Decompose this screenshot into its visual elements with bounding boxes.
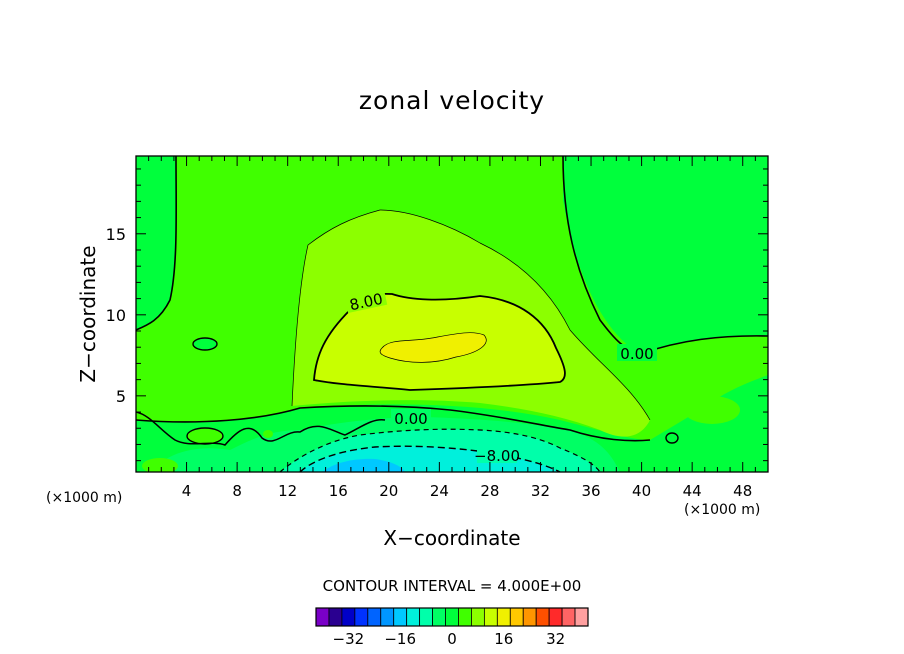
contour-label-bg <box>391 409 431 426</box>
colorbar-tick-label: 16 <box>494 630 513 648</box>
contour-patch-2 <box>252 379 264 387</box>
x-tick-label: 40 <box>632 482 651 500</box>
colorbar-tick-label: 0 <box>447 630 457 648</box>
contour-loop-3 <box>186 427 224 445</box>
colorbar-swatch <box>354 607 369 627</box>
contour-line-thin-inner <box>379 332 487 363</box>
y-tick-label: 15 <box>106 225 126 244</box>
colorbar-swatch <box>432 607 446 627</box>
colorbar-swatch <box>419 607 433 627</box>
contour-label-bg <box>344 288 388 313</box>
x-tick-label: 48 <box>733 482 752 500</box>
colorbar: −32 −16 0 16 32 <box>315 607 589 648</box>
colorbar-swatch <box>496 607 511 627</box>
contour-line-zero-left <box>136 156 178 331</box>
chart-title: zonal velocity <box>358 86 546 115</box>
contour-region-peak-positive <box>380 332 487 363</box>
colorbar-tick-label: 32 <box>546 630 565 648</box>
colorbar-swatch <box>367 607 382 627</box>
x-unit-label-right: (×1000 m) <box>684 502 761 518</box>
colorbar-swatch <box>471 607 485 627</box>
colorbar-swatch <box>509 607 524 627</box>
colorbar-swatch <box>393 607 408 627</box>
x-axis-label: X−coordinate <box>383 526 521 550</box>
contour-line-zero-lower <box>136 405 651 442</box>
contour-line-zero-right <box>562 156 768 355</box>
contour-region-min-negative <box>322 458 405 472</box>
x-tick-label: 16 <box>329 482 348 500</box>
x-tick-label: 36 <box>581 482 600 500</box>
colorbar-swatch <box>522 607 537 627</box>
x-tick-label: 20 <box>379 482 398 500</box>
colorbar-swatch <box>380 607 395 627</box>
colorbar-swatch <box>458 607 472 627</box>
colorbar-swatch <box>561 607 576 627</box>
contour-patch-4 <box>142 458 178 472</box>
contour-interval-label: CONTOUR INTERVAL = 4.000E+00 <box>322 577 582 595</box>
x-tick-label: 28 <box>480 482 499 500</box>
contour-patch-1 <box>187 428 223 444</box>
contour-line-negative-eight <box>299 445 561 472</box>
colorbar-swatch <box>574 607 589 627</box>
contour-loop-2 <box>665 432 679 444</box>
colorbar-tick-label: −32 <box>333 630 365 648</box>
contour-label: −8.00 <box>474 447 520 465</box>
colorbar-swatch <box>328 607 343 627</box>
contour-label-bg <box>477 446 517 463</box>
x-unit-label-left: (×1000 m) <box>46 490 123 506</box>
y-tick-label: 5 <box>116 387 126 406</box>
contour-line-thin-outer <box>291 209 651 421</box>
x-tick-label: 24 <box>430 482 449 500</box>
contour-label: 0.00 <box>620 345 653 363</box>
colorbar-swatch <box>445 607 459 627</box>
contour-line-surface-wavy <box>136 411 386 446</box>
contour-patch-3 <box>684 396 740 424</box>
contour-label: 0.00 <box>394 410 427 428</box>
x-tick-label: 8 <box>232 482 242 500</box>
colorbar-swatch <box>315 607 330 627</box>
x-tick-label: 44 <box>683 482 702 500</box>
colorbar-frame <box>315 607 589 627</box>
x-tick-label: 32 <box>531 482 550 500</box>
contour-lines <box>136 156 768 472</box>
colorbar-swatch <box>406 607 421 627</box>
contour-loop-1 <box>192 337 218 351</box>
colorbar-swatch <box>341 607 356 627</box>
x-tick-label: 4 <box>182 482 192 500</box>
contour-labels: 8.000.000.00−8.00 <box>344 288 657 465</box>
colorbar-swatch <box>548 607 563 627</box>
colorbar-swatch <box>483 607 498 627</box>
colorbar-tick-label: −16 <box>384 630 416 648</box>
contour-fills <box>136 156 768 472</box>
y-tick-label: 10 <box>106 306 126 325</box>
colorbar-swatch <box>535 607 550 627</box>
contour-label-bg <box>617 344 657 361</box>
contour-patch-5 <box>263 430 273 438</box>
x-tick-label: 12 <box>278 482 297 500</box>
